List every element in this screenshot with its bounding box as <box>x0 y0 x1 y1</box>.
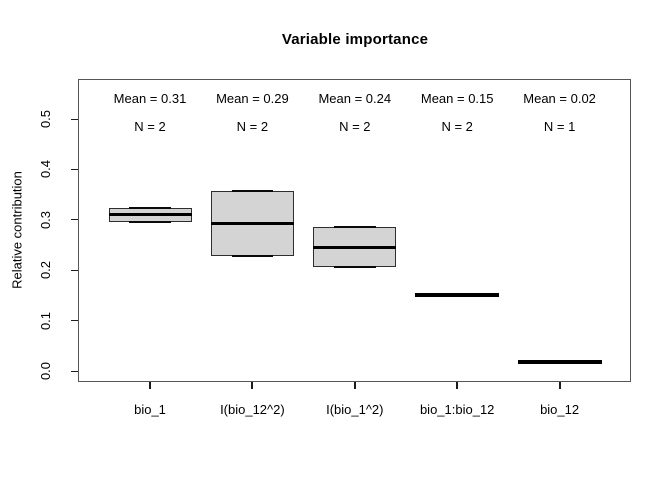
boxplot-staple-bottom <box>129 220 171 223</box>
y-tick <box>71 118 78 120</box>
mean-annotation: Mean = 0.29 <box>216 91 289 106</box>
boxplot-staple-top <box>129 206 171 209</box>
x-tick <box>353 382 356 389</box>
y-tick-label: 0.3 <box>38 210 53 229</box>
n-annotation: N = 2 <box>441 119 473 134</box>
mean-annotation: Mean = 0.31 <box>113 91 187 106</box>
x-tick-label: bio_1 <box>134 402 166 417</box>
y-tick <box>71 320 78 322</box>
x-tick <box>456 382 459 389</box>
n-annotation: N = 2 <box>236 119 269 134</box>
y-tick-label: 0.1 <box>38 311 53 330</box>
boxplot-staple-top <box>231 189 274 192</box>
n-annotation: N = 2 <box>134 119 166 134</box>
x-tick <box>558 382 561 389</box>
y-axis-title: Relative contribution <box>9 171 24 289</box>
x-tick-label: I(bio_12^2) <box>220 402 285 417</box>
chart-title: Variable importance <box>281 31 429 48</box>
boxplot-staple-top <box>334 225 376 228</box>
y-tick-label: 0.0 <box>38 361 53 381</box>
y-tick <box>71 168 78 170</box>
boxplot-degenerate-line <box>415 292 500 297</box>
boxplot-median <box>108 213 192 217</box>
y-tick-label: 0.4 <box>38 160 53 179</box>
x-tick-label: I(bio_1^2) <box>326 402 384 417</box>
mean-annotation: Mean = 0.02 <box>523 91 596 106</box>
y-tick <box>71 219 78 221</box>
y-tick-label: 0.5 <box>38 109 53 129</box>
x-tick-label: bio_1:bio_12 <box>419 402 495 417</box>
y-tick <box>71 370 78 372</box>
y-tick-label: 0.2 <box>38 261 53 280</box>
boxplot-median <box>313 245 397 249</box>
x-tick <box>251 382 254 389</box>
mean-annotation: Mean = 0.24 <box>318 91 392 106</box>
y-tick <box>71 269 78 271</box>
boxplot-staple-bottom <box>334 266 376 269</box>
n-annotation: N = 1 <box>543 119 576 134</box>
x-tick <box>149 382 151 389</box>
boxplot-degenerate-line <box>517 360 602 365</box>
n-annotation: N = 2 <box>339 119 371 134</box>
boxplot-median <box>210 221 294 225</box>
x-tick-label: bio_12 <box>540 402 580 417</box>
mean-annotation: Mean = 0.15 <box>420 91 494 106</box>
boxplot-staple-bottom <box>231 254 274 257</box>
